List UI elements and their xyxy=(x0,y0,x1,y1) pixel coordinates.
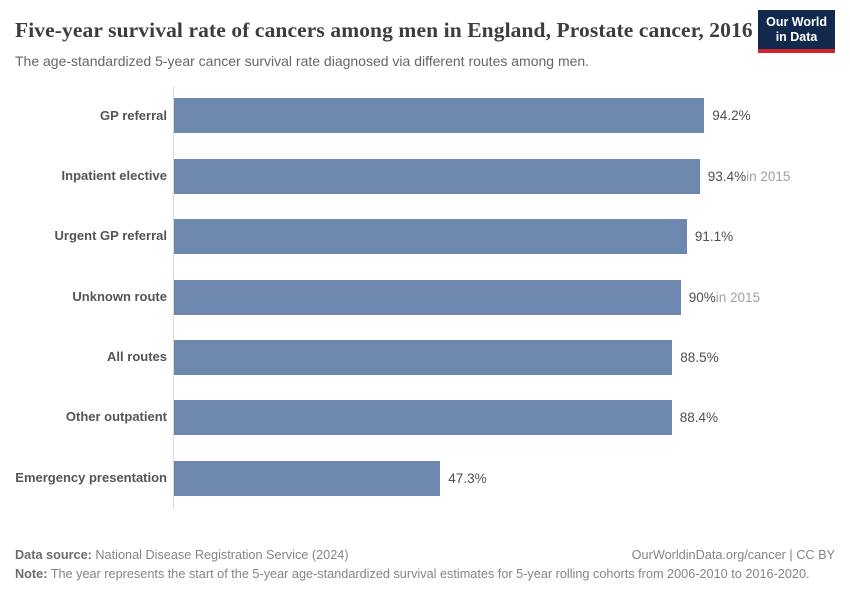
bar[interactable] xyxy=(174,340,673,376)
value-label: 88.4% xyxy=(680,410,718,425)
bar[interactable] xyxy=(174,400,672,436)
attribution-link[interactable]: OurWorldinData.org/cancer | CC BY xyxy=(631,547,835,562)
bar-row: GP referral 94.2% xyxy=(15,85,835,147)
value-suffix: in 2015 xyxy=(746,168,791,184)
value-number: 90% xyxy=(688,289,716,305)
value-number: 88.5% xyxy=(680,350,719,366)
bar-row: Inpatient elective 93.4%in 2015 xyxy=(15,146,835,207)
bar[interactable] xyxy=(174,460,441,496)
footer-note-row: Note: The year represents the start of t… xyxy=(15,565,835,585)
data-source-label: Data source: xyxy=(15,547,92,562)
value-label: 88.5% xyxy=(680,350,718,365)
bar-track: 88.5% xyxy=(173,327,835,388)
bar[interactable] xyxy=(174,279,681,315)
value-number: 93.4% xyxy=(707,168,747,184)
value-number: 94.2% xyxy=(712,108,751,124)
value-label: 90%in 2015 xyxy=(689,290,760,305)
data-source: Data source: National Disease Registrati… xyxy=(15,546,349,566)
category-label: All routes xyxy=(107,349,167,365)
category-label: Inpatient elective xyxy=(61,167,167,183)
bar[interactable] xyxy=(174,98,705,134)
owid-logo-line2: in Data xyxy=(775,29,818,44)
bar-row: All routes 88.5% xyxy=(15,327,835,388)
value-label: 93.4%in 2015 xyxy=(708,169,791,184)
bar[interactable] xyxy=(174,219,687,255)
category-label: Unknown route xyxy=(72,288,167,304)
category-label: Urgent GP referral xyxy=(54,228,167,244)
category-label: Emergency presentation xyxy=(15,469,167,485)
value-suffix: in 2015 xyxy=(715,289,761,305)
chart-header: Five-year survival rate of cancers among… xyxy=(15,0,835,70)
bar-chart: GP referral 94.2% Inpatient elective 93.4%i… xyxy=(15,85,835,509)
value-label: 91.1% xyxy=(695,229,733,244)
note: Note: The year represents the start of t… xyxy=(15,565,810,585)
bar-track: 94.2% xyxy=(173,85,835,147)
bar-track: 90%in 2015 xyxy=(173,266,835,328)
bar-row: Emergency presentation 47.3% xyxy=(15,448,835,509)
category-label: GP referral xyxy=(100,107,167,123)
footer-sources-row: Data source: National Disease Registrati… xyxy=(15,546,835,566)
bar-row: Unknown route 90%in 2015 xyxy=(15,266,835,328)
bar-track: 91.1% xyxy=(173,206,835,267)
chart-subtitle: The age-standardized 5-year cancer survi… xyxy=(15,52,590,69)
bar-track: 93.4%in 2015 xyxy=(173,146,835,207)
bar[interactable] xyxy=(174,158,700,194)
chart-footer: Data source: National Disease Registrati… xyxy=(15,546,835,585)
category-label: Other outpatient xyxy=(65,409,167,425)
chart-title: Five-year survival rate of cancers among… xyxy=(15,18,753,42)
note-value: The year represents the start of the 5-y… xyxy=(50,567,810,582)
bar-row: Urgent GP referral 91.1% xyxy=(15,206,835,267)
value-number: 88.4% xyxy=(679,410,718,426)
note-label: Note: xyxy=(15,567,48,582)
owid-logo-line1: Our World xyxy=(766,15,827,29)
bar-track: 88.4% xyxy=(173,387,835,449)
data-source-value: National Disease Registration Service (2… xyxy=(95,547,349,562)
owid-logo: Our World in Data xyxy=(758,10,835,53)
bar-track: 47.3% xyxy=(173,448,835,509)
value-label: 94.2% xyxy=(712,108,750,123)
value-number: 91.1% xyxy=(694,229,734,245)
bar-row: Other outpatient 88.4% xyxy=(15,387,835,449)
value-number: 47.3% xyxy=(448,470,487,486)
value-label: 47.3% xyxy=(448,471,486,486)
